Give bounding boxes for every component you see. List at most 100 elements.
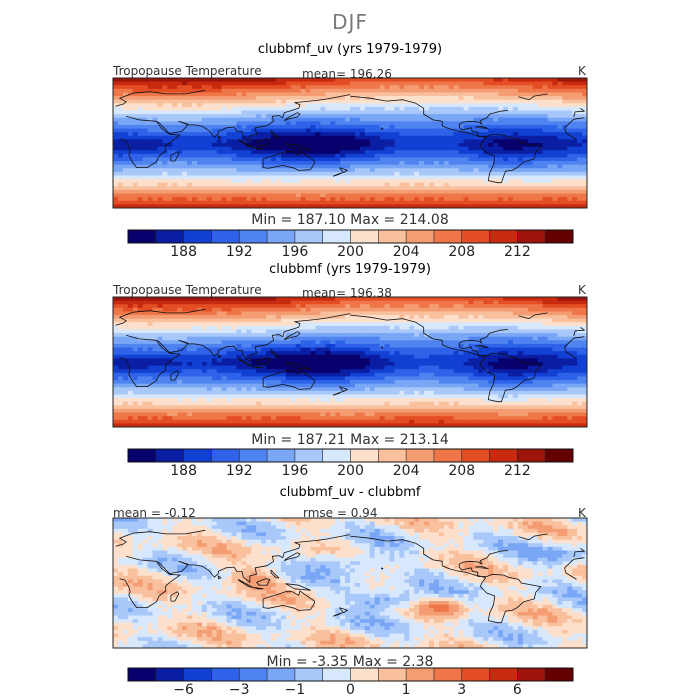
field-cell [226,78,232,83]
field-cell [295,164,302,169]
panel1-colorbar-tick-label: 208 [448,244,476,260]
field-cell [433,189,440,194]
field-cell [132,300,139,305]
field-cell [216,325,223,330]
field-cell [113,92,119,97]
field-cell [295,175,302,180]
field-cell [157,88,163,93]
field-cell [187,322,193,327]
field-cell [369,128,376,133]
field-cell [384,197,390,202]
field-cell [340,81,346,86]
field-cell [231,315,237,320]
field-cell [498,182,504,187]
field-cell [468,307,474,312]
field-cell [261,343,267,348]
field-cell [394,121,400,126]
field-cell [508,157,514,162]
field-cell [172,139,178,144]
field-cell [182,333,188,338]
field-cell [409,193,415,198]
field-cell [345,300,351,305]
field-cell [409,88,415,93]
field-cell [285,329,292,334]
field-cell [192,347,198,352]
field-cell [325,186,331,191]
field-cell [364,139,371,144]
field-cell [315,150,321,155]
field-cell [261,135,267,140]
field-cell [473,340,479,345]
field-cell [290,161,297,166]
field-cell [285,333,292,338]
field-cell [216,153,223,158]
field-cell [196,128,203,133]
field-cell [211,168,218,173]
field-cell [275,333,282,338]
field-cell [137,85,144,90]
field-cell [433,200,440,205]
field-cell [345,157,351,162]
field-cell [364,171,371,176]
field-cell [443,297,450,302]
field-cell [285,200,292,205]
field-cell [384,340,390,345]
field-cell [157,325,163,330]
field-cell [364,307,371,312]
field-cell [463,311,469,316]
field-cell [577,343,583,348]
field-cell [463,297,469,302]
field-cell [458,297,464,302]
field-cell [285,88,292,93]
field-cell [132,103,139,108]
field-cell [493,78,499,83]
field-cell [443,171,450,176]
field-cell [389,124,395,129]
field-cell [414,124,420,129]
field-cell [117,340,124,345]
field-cell [438,200,445,205]
field-cell [483,340,489,345]
field-cell [354,110,361,115]
field-cell [354,171,361,176]
field-cell [493,128,499,133]
field-cell [216,307,223,312]
field-cell [359,193,366,198]
field-cell [241,121,247,126]
field-cell [182,135,188,140]
field-cell [300,304,306,309]
field-cell [211,304,218,309]
field-cell [458,117,464,122]
field-cell [132,117,139,122]
field-cell [547,179,553,184]
field-cell [384,99,390,104]
field-cell [280,347,287,352]
field-cell [117,307,124,312]
field-cell [414,200,420,205]
field-cell [582,110,588,115]
field-cell [582,103,588,108]
field-cell [379,106,385,111]
field-cell [325,336,331,341]
field-cell [409,175,415,180]
field-cell [369,124,376,129]
field-cell [117,182,124,187]
field-cell [369,164,376,169]
field-cell [117,146,124,151]
field-cell [379,322,385,327]
field-cell [433,300,440,305]
field-cell [572,88,578,93]
field-cell [463,186,469,191]
field-cell [152,318,158,323]
field-cell [113,347,119,352]
field-cell [478,114,484,119]
field-cell [187,351,193,356]
field-cell [320,103,326,108]
field-cell [350,164,356,169]
field-cell [206,139,213,144]
field-cell [394,322,400,327]
field-cell [177,168,183,173]
field-cell [394,106,400,111]
field-cell [359,132,366,137]
field-cell [503,340,509,345]
